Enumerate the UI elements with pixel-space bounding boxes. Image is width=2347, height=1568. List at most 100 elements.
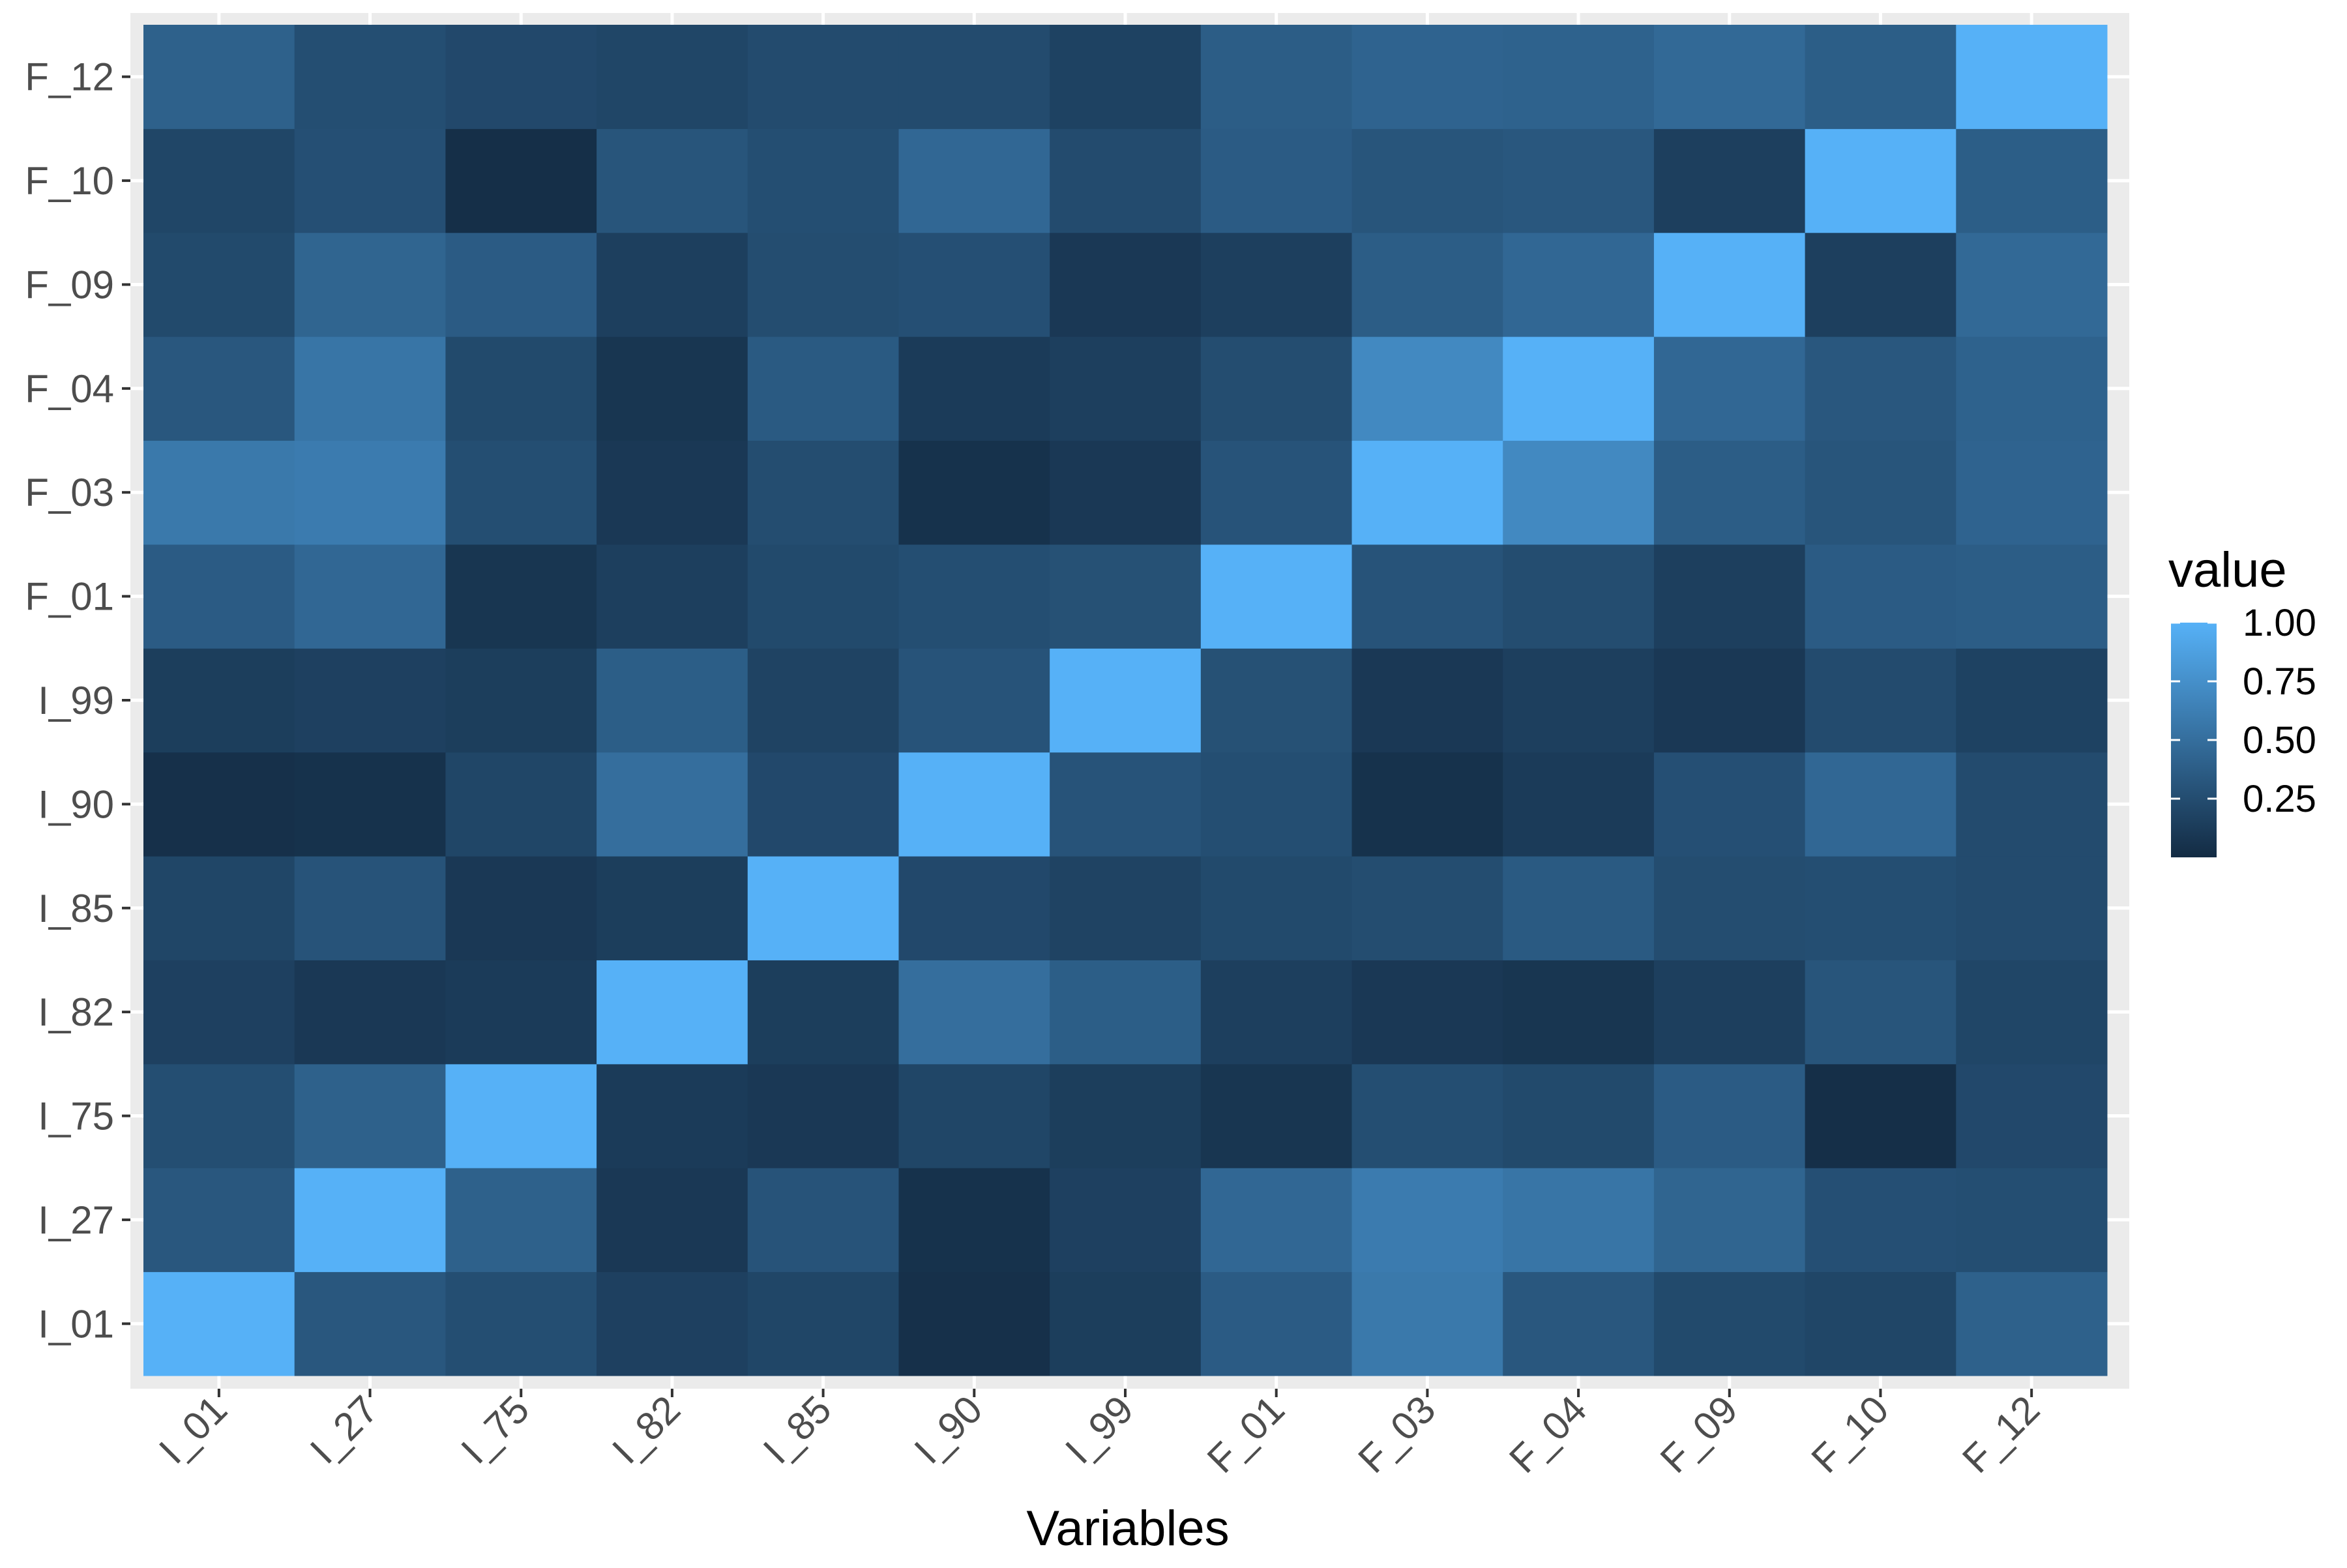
y-tick-label: F_12 (25, 55, 114, 99)
heatmap-cell-F_03-I_01 (1351, 1271, 1503, 1376)
heatmap-cell-F_03-I_90 (1351, 752, 1503, 857)
heatmap-cell-I_82-I_75 (597, 1063, 748, 1168)
heatmap-cell-I_01-F_04 (143, 336, 295, 441)
heatmap-cell-I_01-F_09 (143, 232, 295, 337)
heatmap-cell-F_01-F_01 (1200, 544, 1353, 649)
x-tick-label: F_09 (1652, 1387, 1746, 1481)
heatmap-cell-I_90-I_85 (898, 856, 1050, 960)
heatmap-cell-F_09-F_01 (1653, 544, 1806, 649)
heatmap-cell-F_04-I_01 (1503, 1271, 1655, 1376)
y-tick-label: I_85 (38, 887, 114, 930)
heatmap-cell-I_85-I_90 (747, 752, 899, 857)
heatmap-cell-I_01-F_03 (143, 440, 295, 545)
heatmap-cell-F_12-I_01 (1956, 1271, 2108, 1376)
heatmap-cell-F_04-I_27 (1503, 1168, 1655, 1273)
heatmap-cell-F_12-F_09 (1956, 232, 2108, 337)
heatmap-cell-F_10-I_82 (1805, 960, 1956, 1065)
heatmap-cell-I_85-F_09 (747, 232, 899, 337)
heatmap-cell-F_10-F_10 (1805, 128, 1956, 233)
heatmap-cell-F_10-I_01 (1805, 1271, 1956, 1376)
heatmap-cell-F_04-F_12 (1503, 25, 1655, 129)
heatmap-cell-I_90-I_90 (898, 752, 1050, 857)
heatmap-cell-F_10-F_12 (1805, 25, 1956, 129)
heatmap-cell-I_85-I_85 (747, 856, 899, 960)
heatmap-cell-F_03-F_01 (1351, 544, 1503, 649)
heatmap-cell-F_03-F_10 (1351, 128, 1503, 233)
heatmap-cell-F_09-F_12 (1653, 25, 1806, 129)
y-tick-label: I_01 (38, 1302, 114, 1346)
x-tick-label: I_85 (755, 1387, 840, 1472)
heatmap-cell-I_01-I_01 (143, 1271, 295, 1376)
heatmap-cell-F_01-F_12 (1200, 25, 1353, 129)
heatmap-cell-I_99-F_10 (1050, 128, 1202, 233)
heatmap-cell-I_01-F_12 (143, 25, 295, 129)
heatmap-cell-I_99-I_99 (1050, 648, 1202, 753)
x-tick-label: I_82 (604, 1387, 688, 1472)
y-tick-label: I_75 (38, 1095, 114, 1138)
heatmap-cell-I_90-F_01 (898, 544, 1050, 649)
heatmap-cell-I_75-I_90 (445, 752, 597, 857)
heatmap-cell-I_75-F_12 (445, 25, 597, 129)
heatmap-cell-I_27-I_01 (294, 1271, 446, 1376)
heatmap-cell-I_99-I_01 (1050, 1271, 1202, 1376)
y-tick-label: I_82 (38, 990, 114, 1034)
heatmap-cell-F_03-I_82 (1351, 960, 1503, 1065)
heatmap-cell-I_99-F_03 (1050, 440, 1202, 545)
heatmap-cell-I_90-F_10 (898, 128, 1050, 233)
heatmap-cell-I_99-F_04 (1050, 336, 1202, 441)
heatmap-cell-F_12-F_04 (1956, 336, 2108, 441)
heatmap-cell-F_12-F_03 (1956, 440, 2108, 545)
heatmap-cell-I_90-F_09 (898, 232, 1050, 337)
heatmap-cell-I_99-F_01 (1050, 544, 1202, 649)
heatmap-cell-I_99-I_90 (1050, 752, 1202, 857)
heatmap-cell-F_09-I_82 (1653, 960, 1806, 1065)
heatmap-cell-I_01-I_27 (143, 1168, 295, 1273)
heatmap-cell-F_01-F_03 (1200, 440, 1353, 545)
heatmap-cell-I_75-I_85 (445, 856, 597, 960)
heatmap-cell-F_10-I_27 (1805, 1168, 1956, 1273)
heatmap-cell-I_01-I_75 (143, 1063, 295, 1168)
heatmap-cell-F_01-F_10 (1200, 128, 1353, 233)
heatmap-cell-I_27-I_27 (294, 1168, 446, 1273)
heatmap-cell-I_85-I_27 (747, 1168, 899, 1273)
x-tick-label: I_75 (452, 1387, 537, 1472)
heatmap-cell-I_85-F_03 (747, 440, 899, 545)
heatmap-cell-I_82-I_99 (597, 648, 748, 753)
heatmap-cells (143, 25, 2108, 1376)
heatmap-cell-I_75-F_10 (445, 128, 597, 233)
y-tick-label: I_99 (38, 679, 114, 722)
x-tick-label: I_90 (906, 1387, 991, 1472)
heatmap-cell-F_01-I_85 (1200, 856, 1353, 960)
heatmap-cell-F_10-F_03 (1805, 440, 1956, 545)
legend-tick-label: 1.00 (2243, 602, 2316, 644)
heatmap-cell-F_03-F_09 (1351, 232, 1503, 337)
heatmap-cell-F_12-I_90 (1956, 752, 2108, 857)
heatmap-cell-F_03-I_85 (1351, 856, 1503, 960)
heatmap-cell-I_27-I_82 (294, 960, 446, 1065)
heatmap-cell-F_09-F_10 (1653, 128, 1806, 233)
heatmap-cell-I_90-I_99 (898, 648, 1050, 753)
heatmap-cell-I_82-F_04 (597, 336, 748, 441)
heatmap-cell-F_10-I_75 (1805, 1063, 1956, 1168)
heatmap-cell-F_01-I_27 (1200, 1168, 1353, 1273)
heatmap-cell-F_10-I_90 (1805, 752, 1956, 857)
heatmap-cell-F_03-I_75 (1351, 1063, 1503, 1168)
heatmap-cell-I_85-I_75 (747, 1063, 899, 1168)
heatmap-cell-I_27-F_04 (294, 336, 446, 441)
heatmap-cell-I_01-F_01 (143, 544, 295, 649)
heatmap-cell-F_10-F_04 (1805, 336, 1956, 441)
heatmap-cell-I_01-I_90 (143, 752, 295, 857)
heatmap-cell-I_75-I_82 (445, 960, 597, 1065)
y-tick-label: I_27 (38, 1198, 114, 1242)
heatmap-cell-I_85-I_99 (747, 648, 899, 753)
x-tick-label: I_01 (151, 1387, 235, 1472)
heatmap-cell-I_82-I_82 (597, 960, 748, 1065)
x-tick-label: F_04 (1501, 1387, 1595, 1481)
heatmap-cell-F_03-I_27 (1351, 1168, 1503, 1273)
heatmap-cell-I_82-I_01 (597, 1271, 748, 1376)
heatmap-cell-I_85-F_10 (747, 128, 899, 233)
heatmap-cell-I_27-F_01 (294, 544, 446, 649)
heatmap-cell-F_09-I_85 (1653, 856, 1806, 960)
heatmap-cell-I_01-I_85 (143, 856, 295, 960)
heatmap-cell-I_27-I_99 (294, 648, 446, 753)
